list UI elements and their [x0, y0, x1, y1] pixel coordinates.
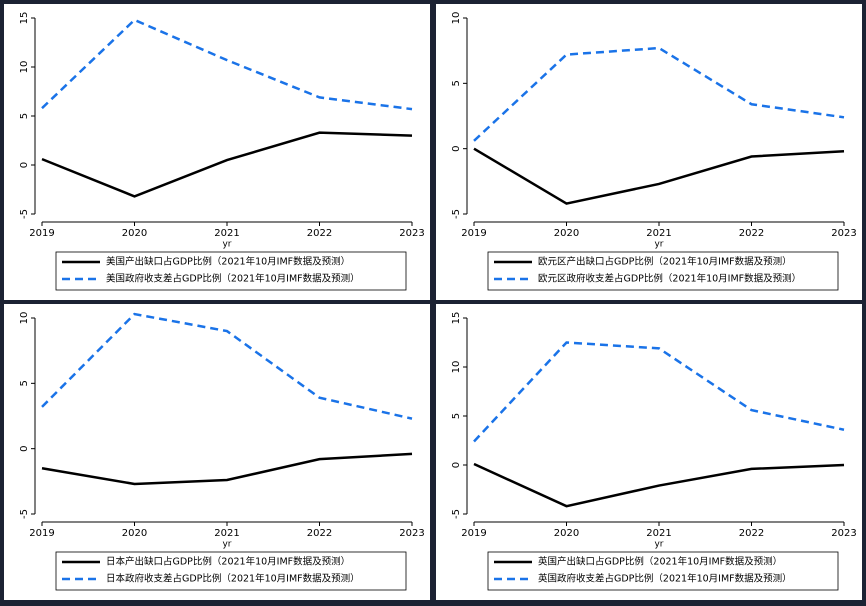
x-tick-label: 2020 [554, 228, 579, 239]
y-tick-label: 10 [19, 312, 30, 325]
legend-label: 英国政府收支差占GDP比例（2021年10月IMF数据及预测） [538, 573, 792, 585]
chart-panel: -5 0 5 10 2019 2020 2021 2022 2023 yr 欧元区产出缺口占GDP比… [436, 4, 862, 300]
series-line [473, 46, 845, 142]
y-tick-label: 15 [451, 312, 462, 325]
chart-panel: -5 0 5 10 15 2019 2020 2021 2022 2023 yr 英国产出缺口占GDP… [436, 304, 862, 600]
x-tick-label: 2019 [461, 228, 486, 239]
x-tick-label: 2019 [29, 528, 54, 539]
y-tick-label: 15 [19, 12, 30, 25]
x-tick-label: 2022 [307, 228, 332, 239]
x-tick-label: 2020 [554, 528, 579, 539]
y-tick-label: -5 [451, 509, 462, 519]
x-tick-label: 2023 [831, 228, 856, 239]
x-tick-label: 2019 [461, 528, 486, 539]
panel-background [436, 304, 862, 600]
legend-label: 日本产出缺口占GDP比例（2021年10月IMF数据及预测） [106, 556, 350, 568]
legend-box [55, 551, 407, 591]
x-tick-label: 2020 [122, 228, 147, 239]
y-tick-label: 0 [451, 462, 462, 468]
y-tick-label: 0 [19, 162, 30, 168]
panel-background [4, 304, 430, 600]
x-tick-label: 2021 [646, 228, 671, 239]
y-tick-label: 10 [451, 361, 462, 374]
legend-box [55, 251, 407, 291]
chart-panel: -5 0 5 10 2019 2020 2021 2022 2023 yr 日本产出缺口占GDP比例… [4, 304, 430, 600]
panel-background [436, 4, 862, 300]
y-tick-label: 5 [451, 80, 462, 86]
x-axis-label: yr [654, 540, 663, 550]
legend-label: 美国政府收支差占GDP比例（2021年10月IMF数据及预测） [106, 273, 360, 285]
y-tick-label: 5 [19, 113, 30, 119]
legend-box [487, 251, 839, 291]
series-line [41, 131, 413, 198]
panel-background [4, 4, 430, 300]
x-tick-label: 2023 [831, 528, 856, 539]
x-tick-label: 2021 [214, 528, 239, 539]
y-tick-label: -5 [19, 209, 30, 219]
y-tick-label: -5 [451, 209, 462, 219]
x-tick-label: 2022 [739, 528, 764, 539]
x-tick-label: 2021 [646, 528, 671, 539]
chart-panel: -5 0 5 10 15 2019 2020 2021 2022 2023 yr 美国产出缺口占GDP… [4, 4, 430, 300]
x-tick-label: 2020 [122, 528, 147, 539]
x-tick-label: 2022 [307, 528, 332, 539]
y-tick-label: -5 [19, 509, 30, 519]
y-tick-label: 5 [19, 380, 30, 386]
y-tick-label: 0 [451, 145, 462, 151]
x-tick-label: 2022 [739, 228, 764, 239]
legend-label: 日本政府收支差占GDP比例（2021年10月IMF数据及预测） [106, 573, 360, 585]
y-tick-label: 10 [19, 61, 30, 74]
x-axis-label: yr [654, 240, 663, 250]
legend-label: 欧元区产出缺口占GDP比例（2021年10月IMF数据及预测） [538, 256, 792, 268]
series-line [41, 452, 413, 486]
legend-label: 欧元区政府收支差占GDP比例（2021年10月IMF数据及预测） [538, 273, 801, 285]
x-tick-label: 2019 [29, 228, 54, 239]
y-tick-label: 10 [451, 12, 462, 25]
series-line [473, 462, 845, 508]
series-line [41, 312, 413, 420]
x-tick-label: 2023 [399, 228, 424, 239]
y-tick-label: 5 [451, 413, 462, 419]
y-tick-label: 0 [19, 445, 30, 451]
legend-label: 美国产出缺口占GDP比例（2021年10月IMF数据及预测） [106, 256, 350, 268]
series-line [473, 341, 845, 443]
legend-label: 英国产出缺口占GDP比例（2021年10月IMF数据及预测） [538, 556, 782, 568]
x-axis-label: yr [222, 540, 231, 550]
x-tick-label: 2023 [399, 528, 424, 539]
x-tick-label: 2021 [214, 228, 239, 239]
legend-box [487, 551, 839, 591]
x-axis-label: yr [222, 240, 231, 250]
series-line [473, 147, 845, 205]
series-line [41, 18, 413, 111]
